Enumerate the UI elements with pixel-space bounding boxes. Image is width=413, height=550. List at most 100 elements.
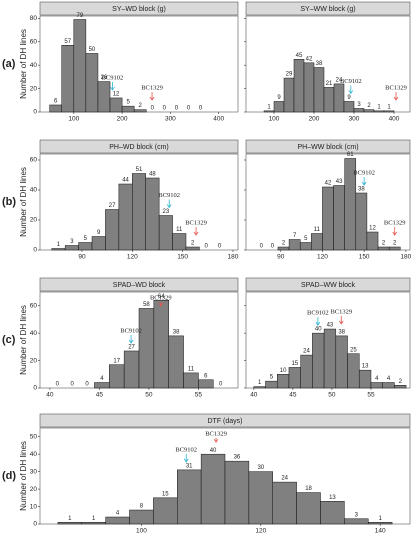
bar (276, 374, 290, 389)
arrow-head (110, 86, 115, 91)
bar-label: 5 (304, 236, 308, 242)
bar (335, 335, 348, 389)
bar (283, 77, 295, 113)
bar-label: 48 (149, 172, 156, 178)
annotation: BC9102 (175, 446, 197, 453)
bar (366, 231, 379, 251)
bar (265, 380, 278, 389)
bar-label: 11 (314, 227, 321, 233)
y-axis-label: Number of DH lines (19, 29, 28, 99)
bar-label: 12 (369, 226, 376, 232)
x-tick-label: 45 (289, 392, 297, 399)
y-tick-label: 40 (30, 62, 38, 69)
bar (118, 183, 133, 251)
bar-label: 17 (113, 358, 120, 364)
x-tick-label: 100 (269, 116, 280, 123)
y-tick-label: 10 (30, 503, 38, 510)
y-tick-label: 20 (30, 357, 38, 364)
y-axis-label: Number of DH lines (19, 305, 28, 375)
y-tick-label: 60 (30, 157, 38, 164)
bar (81, 522, 106, 525)
y-tick-label: 60 (30, 38, 38, 45)
bar-label: 11 (176, 227, 183, 233)
bar (313, 67, 325, 113)
bar-label: 0 (163, 106, 167, 112)
bar (263, 110, 275, 113)
bar-label: 24 (303, 349, 310, 355)
bar-label: 64 (158, 294, 165, 300)
x-tick-label: 140 (375, 528, 386, 535)
panel-title: PH–WD block (cm) (109, 144, 169, 151)
arrow-head (338, 320, 344, 325)
y-tick-label: 20 (30, 217, 38, 224)
bar (61, 45, 75, 113)
annotation: BC9102 (102, 74, 124, 81)
bar (133, 109, 147, 113)
bar-label: 0 (204, 244, 208, 250)
bar (277, 246, 290, 251)
annotation: BC1329 (384, 219, 406, 226)
arrow-head (315, 321, 321, 326)
bar (272, 481, 297, 525)
bar-label: 21 (326, 81, 333, 87)
strip (39, 277, 239, 292)
x-tick-label: 50 (145, 392, 153, 399)
bar-label: 61 (347, 152, 354, 158)
bar (347, 353, 360, 389)
bar-label: 38 (358, 187, 365, 193)
y-tick-label: 20 (30, 85, 38, 92)
bar (94, 382, 110, 389)
panel-title: SPAD–WD block (113, 282, 166, 289)
bar-label: 13 (362, 364, 369, 370)
bar-label: 24 (281, 476, 288, 482)
bar-label: 2 (191, 241, 195, 247)
bar (320, 501, 345, 525)
panel-title: DTF (days) (208, 418, 243, 425)
bar (273, 101, 285, 113)
y-tick-label: 40 (30, 187, 38, 194)
bar (145, 177, 160, 251)
x-tick-label: 100 (68, 116, 79, 123)
x-tick-label: 120 (317, 254, 328, 261)
bar-label: 6 (54, 99, 58, 105)
bar (333, 185, 345, 251)
bar-label: 5 (126, 100, 130, 106)
bar (323, 328, 337, 389)
panel-title: SY–WW block (g) (300, 6, 355, 13)
panel-label: (a) (2, 58, 16, 70)
bar-label: 1 (378, 516, 382, 522)
y-tick-label: 20 (30, 486, 38, 493)
arrow-head (183, 458, 189, 463)
bar (51, 248, 66, 251)
y-axis-label: Number of DH lines (19, 167, 28, 237)
bar (132, 173, 146, 251)
annotation: BC1329 (330, 308, 352, 315)
bar (288, 367, 301, 389)
bar-label: 4 (387, 376, 391, 382)
bar (183, 372, 199, 389)
bar (200, 453, 226, 525)
bar-label: 43 (336, 179, 343, 185)
bar-label: 1 (68, 516, 72, 522)
bar-label: 8 (140, 504, 144, 510)
bar (57, 522, 83, 525)
panel-title: PH–WW block (cm) (297, 144, 358, 151)
y-tick-label: 0 (33, 247, 37, 254)
bar-label: 1 (57, 242, 61, 248)
x-tick-label: 120 (127, 254, 138, 261)
bar-label: 5 (84, 236, 88, 242)
bar-label: 2 (399, 379, 403, 385)
bar-label: 42 (306, 56, 313, 62)
bar (333, 83, 345, 113)
bar-label: 0 (219, 382, 223, 388)
bar-label: 5 (270, 375, 274, 381)
arrow-head (213, 438, 219, 443)
bar-label: 15 (291, 361, 298, 367)
bar-label: 1 (267, 104, 271, 110)
bar-label: 7 (293, 233, 297, 239)
bar-label: 0 (218, 244, 222, 250)
strip (245, 277, 411, 292)
bar-label: 9 (277, 95, 281, 101)
bar-label: 30 (257, 465, 264, 471)
